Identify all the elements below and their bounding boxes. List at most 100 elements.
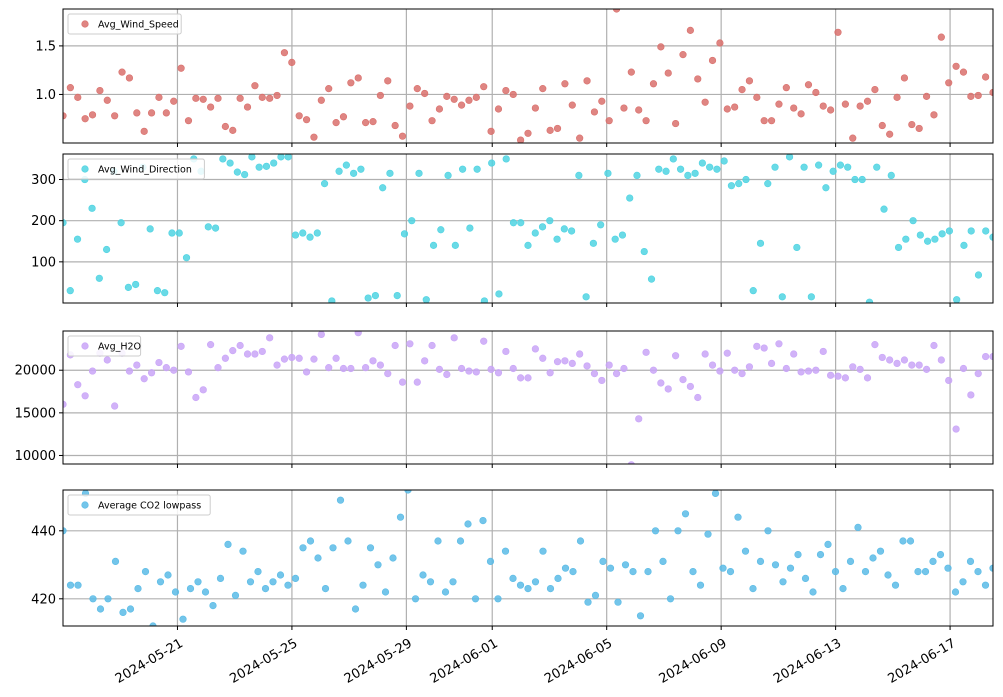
data-point: [277, 154, 285, 161]
data-point: [464, 520, 472, 528]
data-point: [336, 496, 345, 504]
data-point: [239, 547, 247, 555]
data-point: [486, 557, 495, 566]
data-point: [620, 104, 628, 112]
data-point: [590, 108, 599, 116]
data-point: [502, 347, 510, 356]
data-point: [435, 105, 444, 113]
data-point: [376, 91, 384, 100]
data-point: [371, 291, 380, 300]
data-point: [236, 341, 244, 350]
data-point: [118, 68, 126, 76]
data-point: [741, 547, 750, 555]
data-point: [981, 581, 990, 589]
data-point: [284, 154, 292, 161]
data-point: [451, 241, 459, 249]
data-point: [915, 361, 923, 369]
data-point: [325, 364, 333, 372]
data-point: [720, 157, 728, 165]
data-point: [473, 165, 481, 173]
data-point: [734, 513, 742, 521]
legend-label: Average CO2 lowpass: [98, 501, 201, 512]
data-point: [449, 578, 457, 586]
x-tick-label: 2024-06-01: [428, 636, 501, 687]
data-point: [280, 355, 289, 363]
data-point: [531, 578, 540, 586]
data-point: [584, 598, 592, 606]
data-point: [851, 175, 859, 184]
data-point: [812, 88, 820, 97]
data-point: [224, 540, 232, 549]
data-point: [967, 92, 975, 100]
x-tick-labels: 2024-05-21 2024-05-25 2024-05-29 2024-06-01…: [113, 636, 959, 687]
data-point: [126, 605, 135, 613]
data-point: [561, 80, 569, 88]
data-point: [531, 104, 539, 112]
data-point: [354, 74, 362, 82]
data-point: [539, 354, 547, 362]
data-point: [982, 73, 990, 81]
data-point: [945, 227, 954, 235]
legend-label: Avg_H2O: [98, 342, 141, 353]
data-point: [753, 342, 761, 350]
data-point: [171, 588, 180, 596]
data-point: [886, 130, 894, 138]
data-point: [146, 225, 154, 233]
data-point: [124, 283, 132, 291]
data-point: [236, 94, 244, 102]
data-point: [713, 165, 721, 173]
data-point: [480, 297, 489, 303]
legend-box: [67, 158, 205, 180]
data-point: [924, 237, 932, 245]
data-point: [649, 366, 658, 374]
data-point: [959, 364, 968, 373]
data-point: [494, 105, 503, 113]
data-point: [362, 119, 370, 127]
data-point: [553, 358, 562, 366]
data-point: [441, 588, 450, 596]
data-point: [786, 564, 795, 572]
data-point: [133, 361, 141, 369]
data-point: [421, 89, 429, 98]
data-point: [794, 550, 802, 559]
grid-lines: [63, 154, 993, 303]
data-point: [706, 163, 714, 171]
data-point: [568, 101, 576, 109]
y-tick-label: 1.5: [35, 39, 56, 54]
data-point: [398, 378, 407, 386]
data-point: [561, 564, 570, 572]
data-point: [701, 350, 709, 358]
data-point: [576, 537, 585, 545]
data-point: [437, 226, 445, 234]
data-point: [459, 165, 467, 173]
data-point: [434, 537, 442, 545]
data-point: [155, 93, 163, 101]
data-point: [175, 229, 183, 237]
panel-4: 420 440 Average CO2 lowpass: [31, 489, 994, 630]
data-point: [450, 95, 458, 103]
data-point: [156, 578, 165, 586]
data-point: [745, 77, 754, 85]
data-point: [760, 117, 768, 125]
data-point: [708, 361, 717, 369]
data-point: [659, 557, 667, 566]
data-point: [429, 241, 438, 249]
panel-1: 1.0 1.5 Avg_Wind_Speed: [35, 8, 994, 147]
data-point: [938, 230, 946, 238]
data-point: [66, 581, 75, 589]
data-point: [679, 51, 687, 59]
data-point: [426, 578, 435, 586]
data-point: [117, 219, 125, 227]
data-point: [428, 117, 436, 125]
data-point: [959, 578, 967, 586]
data-point: [269, 578, 277, 586]
data-point: [386, 169, 394, 177]
data-point: [906, 537, 915, 545]
data-point: [342, 161, 350, 169]
data-point: [827, 106, 835, 114]
data-point: [599, 557, 607, 566]
data-point: [81, 392, 89, 400]
data-point: [672, 352, 680, 360]
data-point: [516, 581, 525, 589]
data-point: [119, 608, 127, 617]
